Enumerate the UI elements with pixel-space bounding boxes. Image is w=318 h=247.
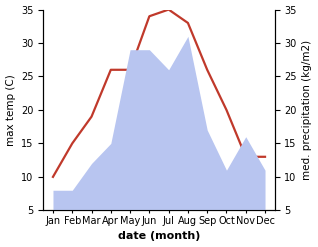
Y-axis label: max temp (C): max temp (C)	[5, 74, 16, 146]
X-axis label: date (month): date (month)	[118, 231, 200, 242]
Y-axis label: med. precipitation (kg/m2): med. precipitation (kg/m2)	[302, 40, 313, 180]
